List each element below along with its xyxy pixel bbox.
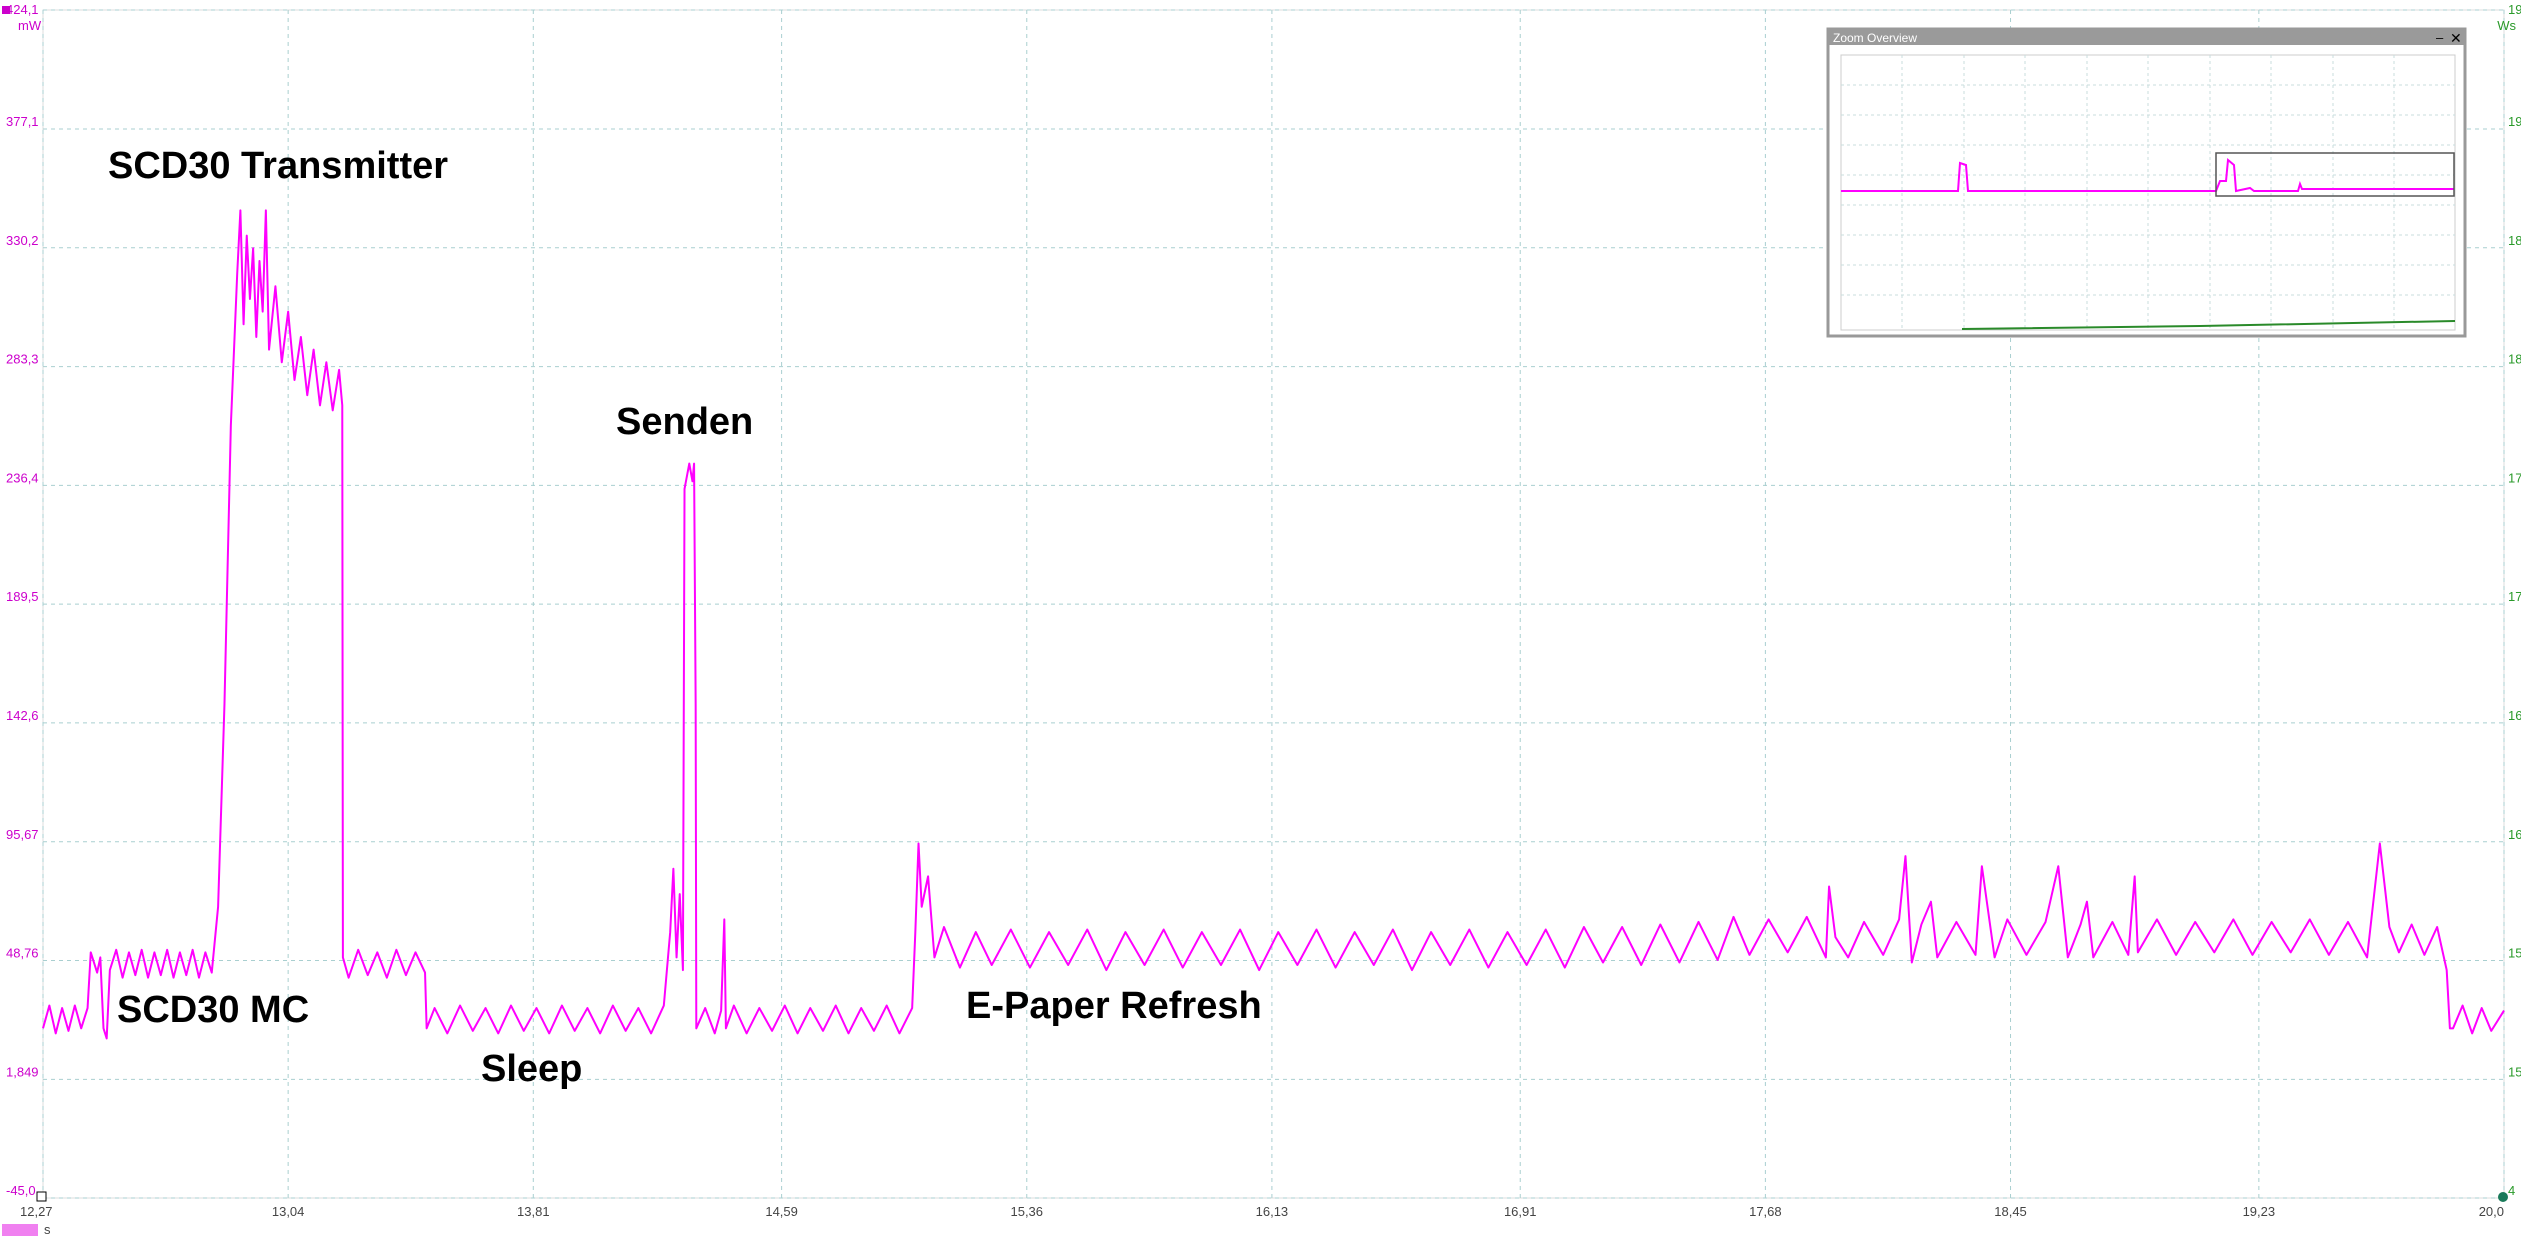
x-tick-label: 20,0: [2479, 1204, 2504, 1219]
x-tick-label: 15,36: [1010, 1204, 1043, 1219]
y2-tick-label: 16: [2508, 708, 2521, 723]
y-tick-label: 424,1: [6, 2, 39, 17]
cursor-right[interactable]: [2498, 1192, 2508, 1202]
y2-tick-label: 15: [2508, 946, 2521, 961]
y-tick-label: 330,2: [6, 233, 39, 248]
y2-tick-label: 17: [2508, 470, 2521, 485]
y-tick-label: 283,3: [6, 352, 39, 367]
labels: -45,0 4 1,849 15 48,76 15 95,67 16 142,6 16 189,5 1…: [6, 2, 2521, 1219]
annotation: SCD30 Transmitter: [108, 145, 448, 187]
overview-titlebar: [1828, 29, 2465, 45]
y2-tick-label: 4: [2508, 1183, 2515, 1198]
overview-title: Zoom Overview: [1833, 31, 1917, 45]
x-tick-label: 12,27: [20, 1204, 53, 1219]
overview-energy-trace: [1961, 320, 2456, 330]
y-tick-label: 142,6: [6, 708, 39, 723]
annotation: Senden: [616, 401, 753, 443]
y2-tick-label: 16: [2508, 827, 2521, 842]
x-tick-label: 19,23: [2243, 1204, 2276, 1219]
y2-tick-label: 17: [2508, 589, 2521, 604]
trace: [42, 209, 2505, 1040]
y2-tick-label: 18: [2508, 233, 2521, 248]
minimize-button[interactable]: –: [2436, 30, 2444, 45]
y2-tick-label: 19: [2508, 2, 2521, 17]
x-tick-label: 18,45: [1994, 1204, 2027, 1219]
y2-tick-label: 19: [2508, 114, 2521, 129]
y2-tick-label: 15: [2508, 1064, 2521, 1079]
close-button[interactable]: ✕: [2450, 30, 2462, 46]
x-tick-label: 17,68: [1749, 1204, 1782, 1219]
overview-pane: [1840, 54, 2456, 331]
series-line: [42, 209, 2505, 1040]
overview-trace: [1841, 158, 2454, 193]
channel-marker[interactable]: [2, 6, 10, 14]
y-tick-label: 48,76: [6, 946, 39, 961]
overview-selection[interactable]: [2215, 152, 2455, 197]
y-tick-label: 377,1: [6, 114, 39, 129]
annotation: SCD30 MC: [117, 989, 309, 1031]
y2-tick-label: 18: [2508, 352, 2521, 367]
y2-unit: Ws: [2497, 18, 2516, 33]
y-tick-label: 236,4: [6, 470, 39, 485]
x-tick-label: 13,81: [517, 1204, 550, 1219]
y-tick-label: 189,5: [6, 589, 39, 604]
y-tick-label: 95,67: [6, 827, 39, 842]
zoom-overview: Zoom Overview – ✕: [1826, 27, 2467, 338]
x-unit: s: [44, 1222, 51, 1237]
y-tick-label: 1,849: [6, 1064, 39, 1079]
y-unit: mW: [18, 18, 42, 33]
x-tick-label: 16,91: [1504, 1204, 1537, 1219]
annotation: Sleep: [481, 1048, 582, 1090]
x-tick-label: 13,04: [272, 1204, 305, 1219]
cursor-left[interactable]: [36, 1191, 47, 1202]
x-tick-label: 14,59: [765, 1204, 798, 1219]
y-tick-label: -45,0: [6, 1183, 36, 1198]
x-tick-label: 16,13: [1256, 1204, 1289, 1219]
x-channel-marker[interactable]: [2, 1224, 38, 1236]
annotation: E-Paper Refresh: [966, 985, 1262, 1027]
